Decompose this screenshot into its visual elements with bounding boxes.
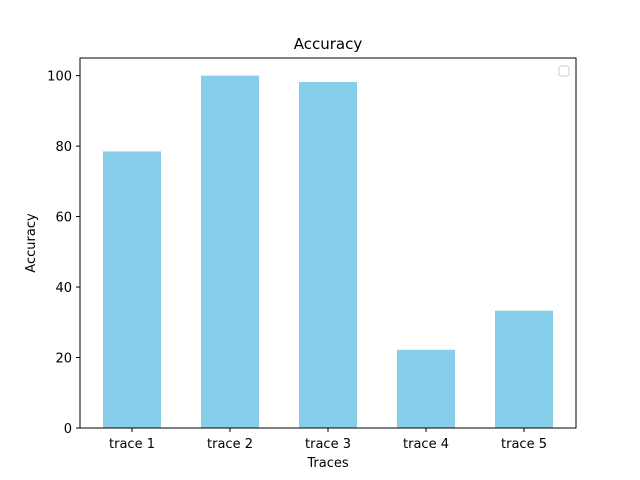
x-tick-label: trace 2 [207,437,253,452]
y-axis-label: Accuracy [24,213,39,273]
x-tick-label: trace 1 [109,437,155,452]
chart-title: Accuracy [294,35,363,53]
bar-trace-5 [495,310,553,428]
bar-trace-4 [397,349,455,428]
y-tick-label: 20 [55,352,72,367]
bar-trace-1 [103,151,161,428]
y-tick-label: 80 [55,140,72,155]
x-tick-label: trace 5 [501,437,547,452]
y-tick-label: 100 [47,70,72,85]
y-tick-label: 0 [64,422,72,437]
y-tick-label: 60 [55,211,72,226]
legend-box [558,65,570,77]
x-axis: trace 1 trace 2 trace 3 trace 4 trace 5 [109,428,547,452]
y-axis: 0 20 40 60 80 100 [47,70,80,437]
x-tick-label: trace 4 [403,437,449,452]
bar-trace-2 [201,75,259,428]
bars-layer [103,75,553,428]
x-axis-label: Traces [306,456,348,471]
bar-trace-3 [299,82,357,428]
x-tick-label: trace 3 [305,437,351,452]
y-tick-label: 40 [55,281,72,296]
plot-frame [79,57,577,429]
